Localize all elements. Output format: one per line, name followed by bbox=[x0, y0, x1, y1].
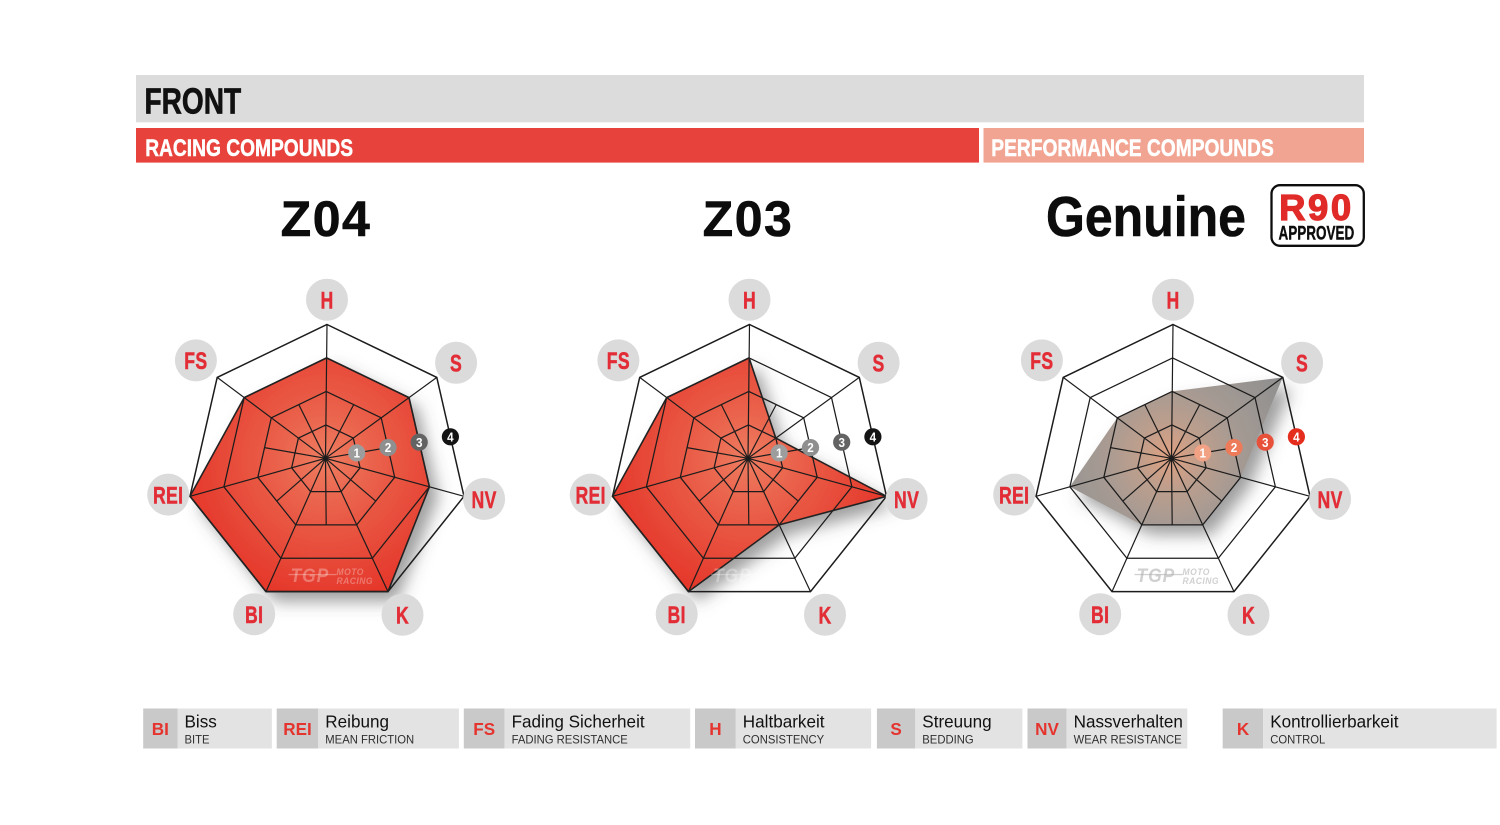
svg-text:S: S bbox=[1296, 350, 1308, 378]
svg-text:1: 1 bbox=[776, 446, 783, 461]
svg-text:H: H bbox=[1166, 287, 1179, 315]
svg-text:NV: NV bbox=[1035, 719, 1059, 740]
svg-text:S: S bbox=[873, 350, 885, 378]
svg-text:FS: FS bbox=[1030, 347, 1053, 375]
svg-text:4: 4 bbox=[1293, 430, 1300, 445]
svg-text:2: 2 bbox=[807, 441, 814, 456]
svg-text:TGP: TGP bbox=[291, 564, 330, 586]
svg-text:Z03: Z03 bbox=[703, 191, 794, 247]
svg-text:REI: REI bbox=[575, 482, 605, 510]
svg-text:WEAR RESISTANCE: WEAR RESISTANCE bbox=[1074, 733, 1182, 746]
svg-text:MOTO: MOTO bbox=[759, 567, 786, 577]
svg-text:RACING COMPOUNDS: RACING COMPOUNDS bbox=[145, 134, 353, 162]
svg-text:H: H bbox=[743, 287, 756, 315]
svg-text:REI: REI bbox=[153, 482, 183, 510]
svg-text:R90: R90 bbox=[1279, 187, 1353, 228]
svg-text:1: 1 bbox=[353, 446, 360, 461]
svg-text:Genuine: Genuine bbox=[1046, 185, 1246, 249]
svg-text:Z04: Z04 bbox=[281, 191, 372, 247]
svg-text:Haltbarkeit: Haltbarkeit bbox=[743, 711, 825, 732]
svg-text:Reibung: Reibung bbox=[325, 711, 389, 732]
svg-text:CONTROL: CONTROL bbox=[1270, 733, 1326, 746]
svg-text:TGP: TGP bbox=[713, 564, 752, 586]
svg-text:K: K bbox=[1242, 602, 1255, 630]
svg-text:4: 4 bbox=[447, 430, 454, 445]
svg-text:APPROVED: APPROVED bbox=[1279, 223, 1355, 244]
svg-text:H: H bbox=[320, 287, 333, 315]
svg-text:FS: FS bbox=[473, 719, 495, 740]
svg-text:Streuung: Streuung bbox=[922, 711, 991, 732]
svg-text:REI: REI bbox=[283, 719, 312, 740]
svg-text:3: 3 bbox=[838, 435, 845, 450]
svg-text:1: 1 bbox=[1199, 446, 1206, 461]
svg-text:BI: BI bbox=[245, 601, 263, 629]
svg-text:BITE: BITE bbox=[185, 733, 210, 746]
svg-text:PERFORMANCE COMPOUNDS: PERFORMANCE COMPOUNDS bbox=[991, 134, 1273, 162]
svg-text:Biss: Biss bbox=[185, 711, 218, 732]
svg-text:FADING RESISTANCE: FADING RESISTANCE bbox=[512, 733, 628, 746]
svg-text:MEAN FRICTION: MEAN FRICTION bbox=[325, 733, 414, 746]
svg-text:RACING: RACING bbox=[1183, 576, 1220, 586]
svg-text:NV: NV bbox=[471, 486, 496, 514]
svg-text:MOTO: MOTO bbox=[337, 567, 364, 577]
svg-text:CONSISTENCY: CONSISTENCY bbox=[743, 733, 825, 746]
svg-text:NV: NV bbox=[894, 486, 919, 514]
svg-text:4: 4 bbox=[870, 430, 877, 445]
svg-text:FS: FS bbox=[184, 347, 207, 375]
svg-text:BI: BI bbox=[1091, 601, 1109, 629]
svg-text:Fading Sicherheit: Fading Sicherheit bbox=[512, 711, 645, 732]
svg-text:REI: REI bbox=[999, 482, 1029, 510]
svg-text:FS: FS bbox=[607, 347, 630, 375]
svg-text:BEDDING: BEDDING bbox=[922, 733, 973, 746]
svg-text:FRONT: FRONT bbox=[145, 81, 242, 121]
svg-text:2: 2 bbox=[1231, 441, 1238, 456]
svg-text:BI: BI bbox=[668, 601, 686, 629]
svg-text:RACING: RACING bbox=[759, 576, 796, 586]
svg-text:NV: NV bbox=[1317, 486, 1342, 514]
svg-text:S: S bbox=[450, 350, 462, 378]
svg-text:Nassverhalten: Nassverhalten bbox=[1074, 711, 1183, 732]
svg-text:TGP: TGP bbox=[1137, 564, 1176, 586]
svg-text:MOTO: MOTO bbox=[1183, 567, 1210, 577]
svg-text:H: H bbox=[709, 719, 721, 740]
svg-text:S: S bbox=[890, 719, 902, 740]
svg-text:3: 3 bbox=[416, 435, 423, 450]
svg-text:BI: BI bbox=[152, 719, 169, 740]
svg-text:K: K bbox=[396, 602, 409, 630]
svg-text:Kontrollierbarkeit: Kontrollierbarkeit bbox=[1270, 711, 1398, 732]
svg-text:RACING: RACING bbox=[337, 576, 374, 586]
svg-text:K: K bbox=[1237, 719, 1250, 740]
svg-text:2: 2 bbox=[385, 441, 392, 456]
svg-text:3: 3 bbox=[1262, 435, 1269, 450]
svg-text:K: K bbox=[818, 602, 831, 630]
